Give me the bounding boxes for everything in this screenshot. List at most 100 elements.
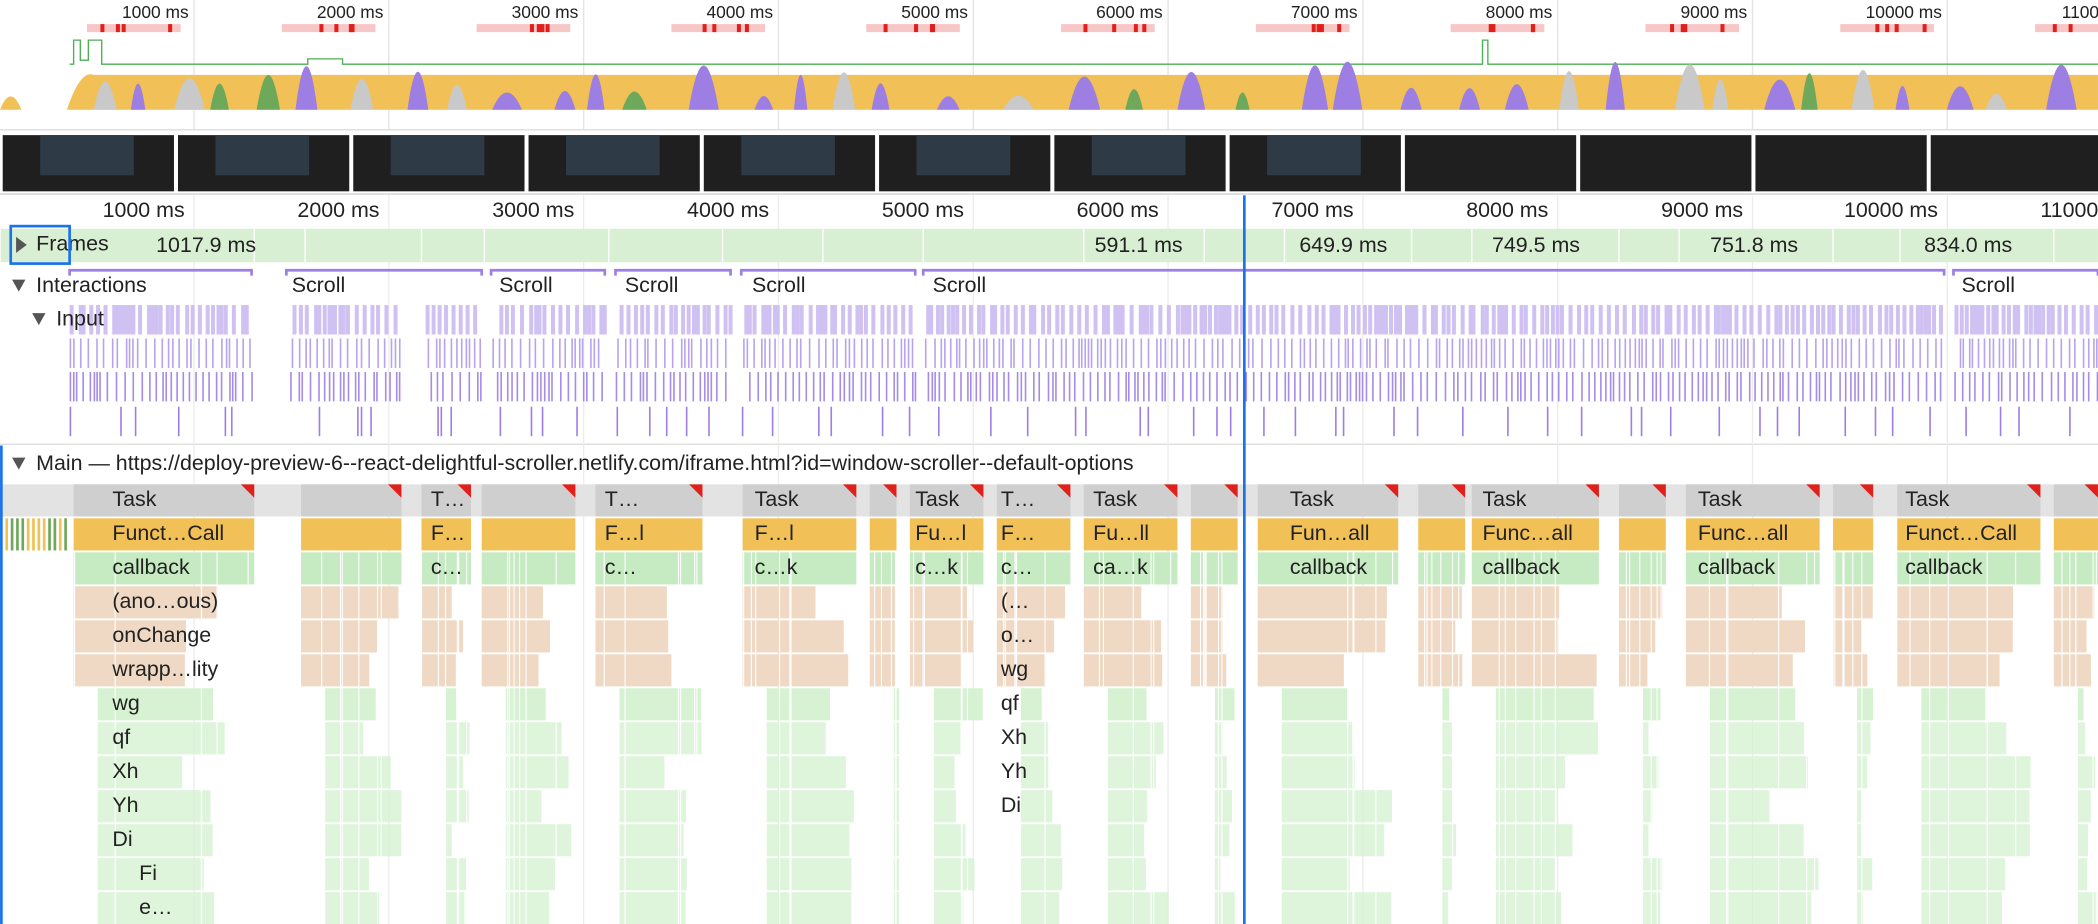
flame-label[interactable]: F… <box>431 521 465 545</box>
flame-label[interactable]: Task <box>1290 487 1334 511</box>
flame-label[interactable]: callback <box>112 555 190 579</box>
interactions-label[interactable]: Interactions <box>36 273 147 297</box>
flame-label[interactable]: callback <box>1698 555 1776 579</box>
input-event <box>1623 371 1626 402</box>
fps-line <box>69 39 2098 65</box>
frames-focus[interactable] <box>9 224 71 265</box>
input-event <box>1888 371 1891 402</box>
input-event <box>1229 406 1232 437</box>
interaction-item[interactable]: Scroll <box>499 273 552 297</box>
flame-label[interactable]: Task <box>915 487 959 511</box>
flame-label[interactable]: Fi <box>139 861 157 885</box>
flame-label[interactable]: Xh <box>112 759 138 783</box>
flame-label[interactable]: Func…all <box>1698 521 1788 545</box>
flame-label[interactable]: c… <box>1001 555 1033 579</box>
flame-label[interactable]: (ano…ous) <box>112 589 218 613</box>
flame-label[interactable]: c…k <box>755 555 798 579</box>
expand-arrow[interactable] <box>16 236 27 253</box>
flame-label[interactable]: wg <box>1000 657 1028 681</box>
flame-label[interactable]: e… <box>139 895 172 919</box>
flame-label[interactable]: Task <box>1483 487 1527 511</box>
input-event <box>1052 338 1055 368</box>
input-event <box>205 338 208 368</box>
input-event <box>893 338 896 368</box>
flame-label[interactable]: wg <box>111 691 139 715</box>
flame-label[interactable]: wrapp…lity <box>111 657 218 681</box>
flame-label[interactable]: (… <box>1001 589 1030 613</box>
collapse-arrow[interactable] <box>32 313 46 326</box>
flame-label[interactable]: qf <box>1001 691 1019 715</box>
input-event <box>799 338 802 368</box>
flame-label[interactable]: Task <box>112 487 156 511</box>
flame-label[interactable]: Task <box>1698 487 1742 511</box>
flame-block <box>505 790 542 823</box>
flame-label[interactable]: Fun…all <box>1290 521 1370 545</box>
flame-label[interactable]: ca…k <box>1093 555 1148 579</box>
input-event <box>298 371 301 402</box>
flame-label[interactable]: onChange <box>112 623 211 647</box>
input-event <box>1542 338 1545 368</box>
input-label[interactable]: Input <box>56 306 104 330</box>
input-event <box>2045 338 2048 368</box>
flame-label[interactable]: Funct…Call <box>1905 521 2017 545</box>
flame-label[interactable]: o… <box>1001 623 1034 647</box>
flame-label[interactable]: Func…all <box>1483 521 1573 545</box>
flame-label[interactable]: Fu…ll <box>1093 521 1149 545</box>
flame-block <box>97 722 225 755</box>
interaction-item[interactable]: Scroll <box>1961 273 2015 297</box>
input-event <box>205 305 210 335</box>
input-event <box>775 305 780 335</box>
flame-label[interactable]: Xh <box>1001 725 1027 749</box>
flame-label[interactable]: Yh <box>112 793 138 817</box>
main-title[interactable]: Main — https://deploy-preview-6--react-d… <box>36 451 1133 475</box>
flame-label[interactable]: Task <box>1093 487 1137 511</box>
flame-label[interactable]: Fu…l <box>915 521 966 545</box>
flame-label[interactable]: F… <box>1001 521 1035 545</box>
flame-label[interactable]: Funct…Call <box>112 521 224 545</box>
input-event <box>901 305 906 335</box>
input-event <box>1519 305 1524 335</box>
interaction-item[interactable]: Scroll <box>625 273 679 297</box>
input-event <box>1490 338 1493 368</box>
flame-label[interactable]: Task <box>755 487 799 511</box>
flame-block <box>1709 722 1805 755</box>
flame-label[interactable]: Di <box>112 827 132 851</box>
flame-label[interactable]: c… <box>605 555 637 579</box>
flame-label[interactable]: c…k <box>915 555 958 579</box>
input-event <box>158 305 163 335</box>
flame-label[interactable]: Di <box>1001 793 1021 817</box>
flame-label[interactable]: F…l <box>755 521 794 545</box>
input-event <box>1724 371 1727 402</box>
input-event <box>360 406 363 437</box>
input-event <box>362 305 367 335</box>
input-event <box>852 371 854 402</box>
input-event <box>1299 338 1302 368</box>
flame-label[interactable]: F…l <box>605 521 644 545</box>
tiny-task <box>10 518 14 551</box>
input-event <box>468 371 471 402</box>
interaction-item[interactable]: Scroll <box>752 273 806 297</box>
flame-label[interactable]: callback <box>1905 555 1983 579</box>
flame-block <box>933 688 983 721</box>
flame-label[interactable]: qf <box>112 725 130 749</box>
flame-label[interactable]: T… <box>605 487 639 511</box>
flame-block <box>481 484 576 517</box>
frames-label[interactable]: Frames <box>36 232 109 256</box>
flame-label[interactable]: c… <box>431 555 463 579</box>
collapse-arrow[interactable] <box>12 279 26 292</box>
flame-label[interactable]: callback <box>1290 555 1368 579</box>
ruler-tick-label: 3000 ms <box>492 198 574 222</box>
interaction-item[interactable]: Scroll <box>933 273 987 297</box>
input-event <box>1912 338 1914 368</box>
input-event <box>669 305 674 335</box>
flame-block <box>1442 892 1448 924</box>
flame-label[interactable]: T… <box>1001 487 1035 511</box>
interaction-item[interactable]: Scroll <box>292 273 345 297</box>
input-event <box>1336 371 1339 402</box>
flame-label[interactable]: T… <box>431 487 465 511</box>
flame-label[interactable]: Task <box>1905 487 1949 511</box>
flame-label[interactable]: Yh <box>1001 759 1027 783</box>
collapse-arrow[interactable] <box>12 457 26 470</box>
flame-label[interactable]: callback <box>1483 555 1561 579</box>
flame-block <box>1107 892 1169 924</box>
